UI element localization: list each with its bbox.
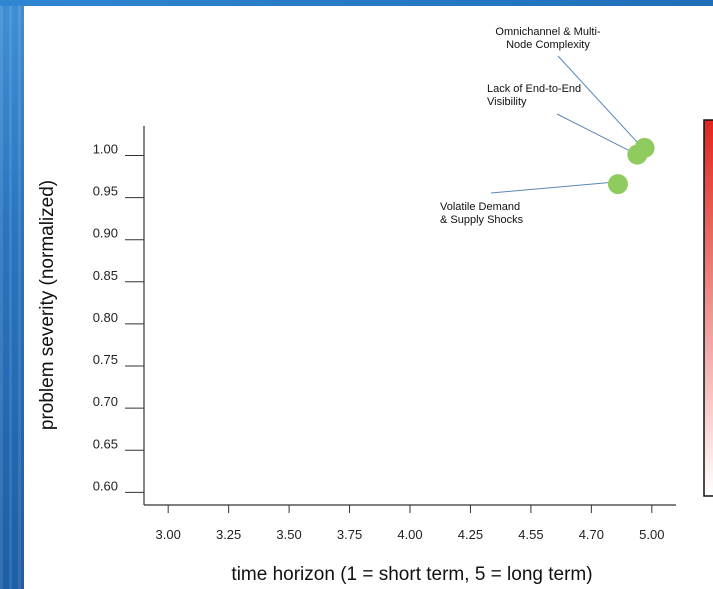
x-tick-label: 3.00 bbox=[156, 527, 181, 542]
background-left-strip bbox=[0, 0, 24, 589]
y-tick-label: 0.90 bbox=[93, 226, 118, 241]
y-tick-label: 0.65 bbox=[93, 436, 118, 451]
x-ticks: 3.00 3.25 3.50 3.75 4.00 4.25 4.55 4.70 5.00 bbox=[156, 505, 664, 542]
annotation-line: & Supply Shocks bbox=[440, 214, 524, 226]
x-tick-label: 4.55 bbox=[518, 527, 543, 542]
x-tick-label: 4.00 bbox=[397, 527, 422, 542]
point-annotation: Volatile Demand & Supply Shocks bbox=[440, 201, 524, 226]
data-point bbox=[634, 137, 655, 158]
annotation-line: Node Complexity bbox=[506, 39, 590, 51]
y-tick-label: 0.95 bbox=[93, 184, 118, 199]
y-tick-label: 0.60 bbox=[93, 478, 118, 493]
data-points bbox=[607, 137, 655, 195]
x-tick-label: 5.00 bbox=[639, 527, 664, 542]
y-tick-label: 0.85 bbox=[93, 268, 118, 283]
x-tick-label: 3.75 bbox=[337, 527, 362, 542]
annotation-connector bbox=[556, 113, 634, 154]
y-ticks: 1.00 0.95 0.90 0.85 0.80 0.75 0.70 0.65 0.60 bbox=[93, 141, 144, 493]
annotation-line: Lack of End-to-End bbox=[487, 83, 581, 95]
y-tick-label: 1.00 bbox=[93, 141, 118, 156]
annotation-line: Volatile Demand bbox=[440, 201, 520, 213]
chart-panel bbox=[24, 6, 713, 589]
annotation-line: Visibility bbox=[487, 96, 527, 108]
x-tick-label: 3.25 bbox=[216, 527, 241, 542]
annotation-connector bbox=[490, 181, 615, 194]
y-tick-label: 0.70 bbox=[93, 394, 118, 409]
y-tick-label: 0.80 bbox=[93, 310, 118, 325]
annotations: Omnichannel & Multi-Node Complexity Lack … bbox=[440, 26, 641, 226]
axes bbox=[143, 126, 676, 506]
y-axis-title: problem severity (normalized) bbox=[37, 180, 58, 430]
colorbar bbox=[703, 119, 713, 497]
x-tick-label: 4.25 bbox=[458, 527, 483, 542]
x-tick-label: 4.70 bbox=[579, 527, 604, 542]
x-axis-title: time horizon (1 = short term, 5 = long t… bbox=[231, 564, 592, 585]
point-annotation: Omnichannel & Multi-Node Complexity bbox=[495, 26, 600, 51]
background-top-strip bbox=[0, 0, 713, 6]
x-tick-label: 3.50 bbox=[276, 527, 301, 542]
annotation-connector bbox=[557, 55, 641, 147]
annotation-line: Omnichannel & Multi- bbox=[495, 26, 600, 38]
y-tick-label: 0.75 bbox=[93, 352, 118, 367]
data-point bbox=[607, 174, 628, 195]
point-annotation: Lack of End-to-End Visibility bbox=[487, 83, 581, 108]
